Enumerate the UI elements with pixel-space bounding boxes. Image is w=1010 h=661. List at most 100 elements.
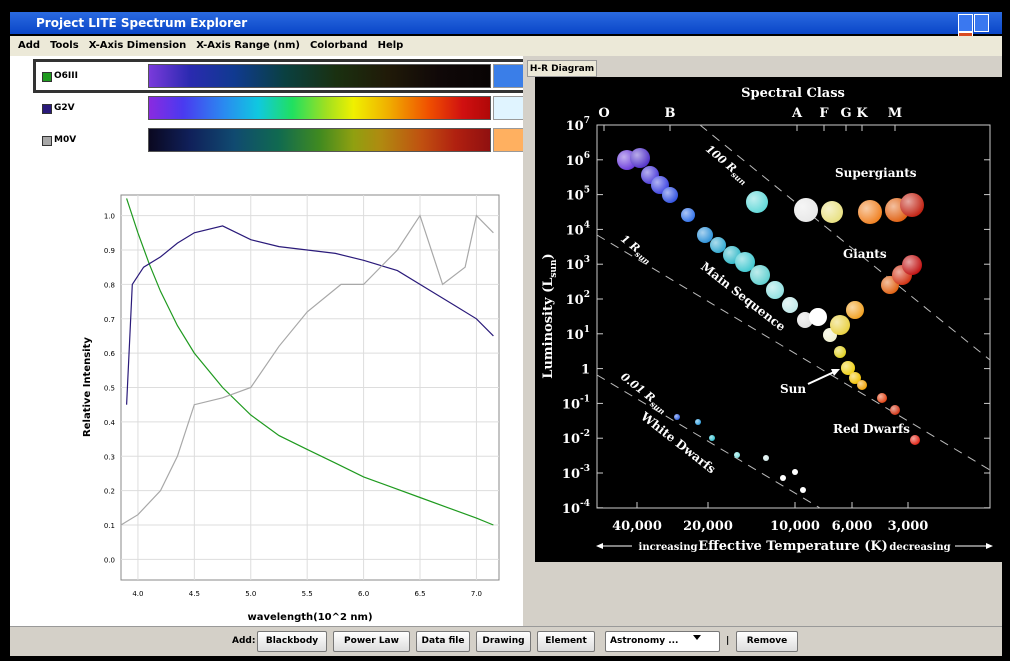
tick-base: 10 — [566, 223, 584, 238]
x-tick-label: 40,000 — [612, 519, 662, 534]
tick-base: 10 — [566, 119, 584, 134]
star-shine — [662, 187, 678, 203]
tick-exp: -3 — [580, 464, 590, 474]
spectral-class: G — [840, 106, 851, 121]
direction-left: increasing — [639, 542, 698, 553]
x-tick-label: 6.0 — [358, 590, 369, 598]
dropdown-arrow — [693, 635, 701, 640]
star-shine — [780, 475, 786, 481]
tick-exp: 6 — [584, 151, 590, 161]
spectral-class: F — [819, 106, 829, 121]
star-shine — [821, 201, 843, 223]
tick-base: 1 — [581, 363, 590, 378]
star-shine — [697, 227, 713, 243]
x-tick-label: 6,000 — [832, 519, 873, 534]
star-shine — [858, 200, 882, 224]
star-shine — [910, 435, 920, 445]
tick-exp: 7 — [584, 116, 590, 126]
star-shine — [674, 414, 680, 420]
x-tick-label: 6.5 — [414, 590, 425, 598]
tick-exp: 5 — [584, 186, 590, 196]
tick-base: 10 — [566, 293, 584, 308]
star-shine — [630, 148, 650, 168]
tick-base: 10 — [566, 189, 584, 204]
drawing: 4.04.55.05.56.06.57.00.00.10.20.30.40.50… — [0, 0, 1010, 661]
region-label: Giants — [843, 247, 887, 261]
star-shine — [857, 380, 867, 390]
region-label: Red Dwarfs — [833, 422, 910, 436]
tick-base: 10 — [566, 154, 584, 169]
spectral-class: O — [598, 106, 609, 121]
y-tick-label: 0.2 — [104, 488, 115, 496]
tick-exp: 1 — [584, 325, 590, 335]
x-tick-label: 20,000 — [683, 519, 733, 534]
label-sub: sun — [549, 259, 559, 278]
star-shine — [709, 435, 715, 441]
y-tick-label: 1.0 — [104, 213, 115, 221]
x-tick-label: 5.5 — [302, 590, 313, 598]
star-shine — [766, 281, 784, 299]
x-tick-label: 4.0 — [132, 590, 143, 598]
x-axis-label: Effective Temperature (K) — [698, 539, 888, 554]
y-tick-label: 0.0 — [104, 556, 115, 564]
y-tick-label: 0.6 — [104, 350, 116, 358]
region-label: Sun — [780, 382, 806, 396]
star-shine — [695, 419, 701, 425]
tick-base: 10 — [562, 397, 580, 412]
app: Project LITE Spectrum Explorer AddToolsX… — [0, 0, 1010, 661]
star-shine — [846, 301, 864, 319]
star-shine — [782, 297, 798, 313]
tick-exp: -1 — [580, 394, 590, 404]
y-tick-label: 0.4 — [104, 419, 116, 427]
y-axis-label: Relative Intensity — [82, 337, 93, 437]
x-tick-label: 3,000 — [888, 519, 929, 534]
star-shine — [763, 455, 769, 461]
star-shine — [792, 469, 798, 475]
tick-base: 10 — [562, 432, 580, 447]
y-tick-label: 0.1 — [104, 522, 115, 530]
tick-exp: -4 — [580, 499, 590, 509]
y-tick-label: 0.5 — [104, 385, 115, 393]
tick-exp: 2 — [584, 290, 590, 300]
x-tick-label: 10,000 — [770, 519, 820, 534]
spectral-class: K — [856, 106, 868, 121]
tick-exp: -2 — [580, 429, 590, 439]
star-shine — [877, 393, 887, 403]
y-tick-label: 0.9 — [104, 247, 115, 255]
star-shine — [734, 452, 740, 458]
y-tick-label: 0.8 — [104, 281, 115, 289]
tick-exp: 3 — [584, 255, 590, 265]
x-tick-label: 5.0 — [245, 590, 256, 598]
x-tick-label: 4.5 — [189, 590, 200, 598]
x-tick-label: 7.0 — [471, 590, 482, 598]
tick-base: 10 — [562, 502, 580, 517]
star-shine — [830, 315, 850, 335]
tick-exp: 4 — [584, 220, 590, 230]
direction-right: decreasing — [889, 542, 950, 553]
label-text: Luminosity (L — [541, 278, 556, 379]
star-shine — [750, 265, 770, 285]
tick-base: 10 — [566, 258, 584, 273]
spectral-class: B — [665, 106, 676, 121]
star-shine — [710, 237, 726, 253]
star-shine — [902, 255, 922, 275]
x-axis-label: wavelength(10^2 nm) — [247, 612, 372, 623]
y-tick-label: 1 — [581, 363, 590, 378]
star-shine — [834, 346, 846, 358]
label-end: ) — [541, 253, 556, 259]
star-shine — [809, 308, 827, 326]
region-label: Supergiants — [835, 166, 917, 180]
spectral-class: M — [888, 106, 902, 121]
y-tick-label: 0.7 — [104, 316, 115, 324]
star-shine — [681, 208, 695, 222]
star-shine — [746, 191, 768, 213]
star-shine — [800, 487, 806, 493]
star-shine — [794, 198, 818, 222]
star-shine — [900, 193, 924, 217]
star-shine — [890, 405, 900, 415]
tick-base: 10 — [566, 328, 584, 343]
tick-base: 10 — [562, 467, 580, 482]
spectral-class: A — [791, 106, 803, 121]
hr-title: Spectral Class — [741, 86, 845, 101]
